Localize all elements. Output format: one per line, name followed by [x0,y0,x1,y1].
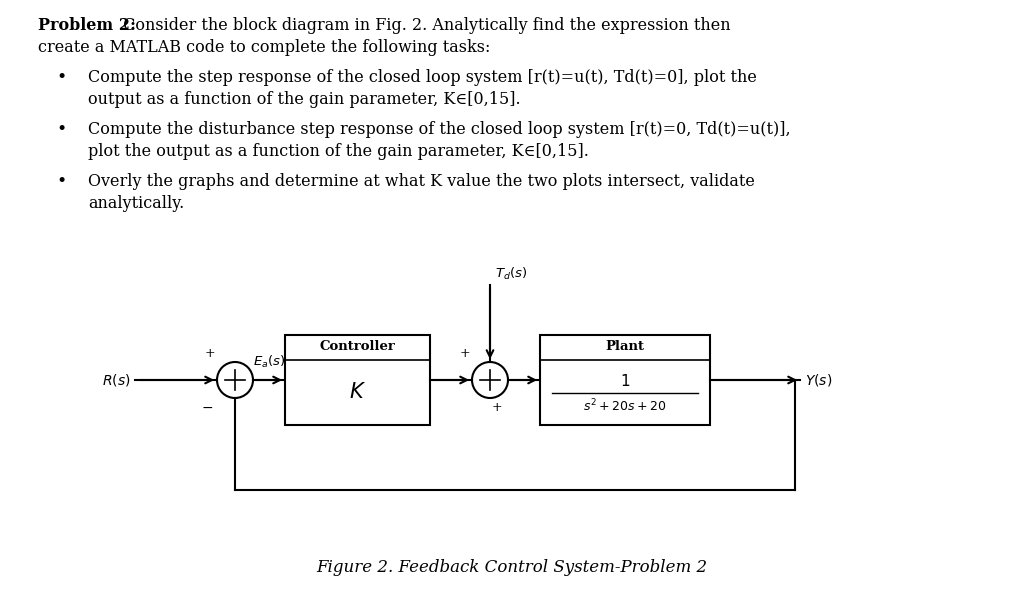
Text: $Y(s)$: $Y(s)$ [805,372,833,388]
Text: $R(s)$: $R(s)$ [101,372,130,388]
Text: Figure 2. Feedback Control System-Problem 2: Figure 2. Feedback Control System-Proble… [316,558,708,575]
Text: output as a function of the gain parameter, K∈[0,15].: output as a function of the gain paramet… [88,91,520,108]
Text: −: − [202,401,213,415]
Text: create a MATLAB code to complete the following tasks:: create a MATLAB code to complete the fol… [38,39,490,56]
Bar [540,335,710,425]
Text: Overly the graphs and determine at what K value the two plots intersect, validat: Overly the graphs and determine at what … [88,173,755,190]
Bar [285,335,430,425]
Text: Problem 2:: Problem 2: [38,17,136,34]
Text: plot the output as a function of the gain parameter, K∈[0,15].: plot the output as a function of the gai… [88,143,589,160]
Text: $s^2+20s+20$: $s^2+20s+20$ [584,397,667,414]
Text: •: • [56,121,67,138]
Text: Controller: Controller [319,341,395,353]
Text: Plant: Plant [605,341,644,353]
Text: $E_a(s)$: $E_a(s)$ [253,354,286,370]
Text: +: + [205,347,215,360]
Text: •: • [56,69,67,86]
Text: +: + [460,347,470,360]
Text: $T_d(s)$: $T_d(s)$ [495,266,527,282]
Text: +: + [492,401,503,414]
Text: $K$: $K$ [349,382,366,402]
Text: Compute the step response of the closed loop system [r(t)=u(t), Td(t)=0], plot t: Compute the step response of the closed … [88,69,757,86]
Text: $1$: $1$ [620,373,630,388]
Text: analytically.: analytically. [88,195,184,212]
Text: •: • [56,173,67,190]
Text: Compute the disturbance step response of the closed loop system [r(t)=0, Td(t)=u: Compute the disturbance step response of… [88,121,791,138]
Text: Consider the block diagram in Fig. 2. Analytically find the expression then: Consider the block diagram in Fig. 2. An… [118,17,731,34]
